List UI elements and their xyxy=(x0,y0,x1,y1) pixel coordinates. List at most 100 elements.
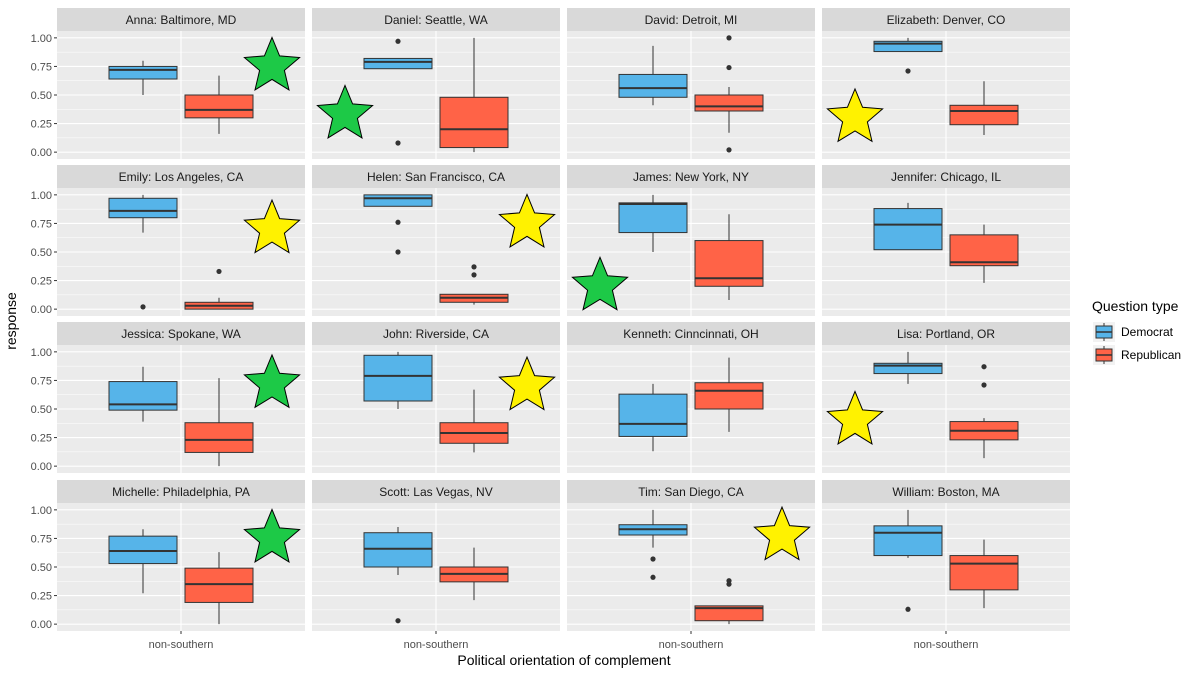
outlier-point xyxy=(981,382,987,388)
democrat-box xyxy=(873,208,943,251)
democrat-box xyxy=(873,525,943,557)
republican-box xyxy=(184,567,254,603)
democrat-box-group xyxy=(108,529,178,594)
facet-panel: Emily: Los Angeles, CA 0.00 0.25 0.50 0.75 1.… xyxy=(31,165,305,316)
facet-panel: William: Boston, MA non-southern xyxy=(822,480,1070,651)
facet-strip xyxy=(312,322,560,345)
democrat-box-group xyxy=(363,527,433,624)
facet-strip xyxy=(567,322,815,345)
republican-box-group xyxy=(694,35,764,153)
facet-strip xyxy=(312,165,560,188)
republican-box-group xyxy=(184,378,254,467)
legend-label-republican: Republican xyxy=(1121,348,1181,362)
democrat-box-group xyxy=(618,509,688,580)
republican-box xyxy=(949,555,1019,591)
y-tick-label: 1.00 xyxy=(31,505,52,517)
y-tick-label: 0.50 xyxy=(31,562,52,574)
legend-items: Democrat Republican xyxy=(1093,322,1181,365)
y-tick-label: 0.00 xyxy=(31,147,52,159)
outlier-point xyxy=(395,618,401,624)
y-tick-label: 0.00 xyxy=(31,461,52,473)
y-tick-label: 1.00 xyxy=(31,347,52,359)
republican-box xyxy=(694,605,764,622)
legend-title: Question type xyxy=(1092,298,1179,314)
facet-strip xyxy=(312,480,560,503)
facet-title: Jennifer: Chicago, IL xyxy=(891,170,1001,184)
democrat-box xyxy=(618,73,688,98)
outlier-point xyxy=(650,556,656,562)
democrat-box xyxy=(363,194,433,207)
democrat-box xyxy=(363,57,433,70)
y-tick-label: 0.75 xyxy=(31,218,52,230)
outlier-point xyxy=(726,147,732,153)
legend-key xyxy=(1093,322,1115,342)
green-star-marker xyxy=(316,84,374,139)
democrat-box xyxy=(618,393,688,437)
democrat-box-group xyxy=(873,509,943,612)
facet-title: Kenneth: Cinncinnati, OH xyxy=(623,327,758,341)
democrat-box-group xyxy=(873,202,943,251)
facet-title: Helen: San Francisco, CA xyxy=(367,170,505,184)
panels-layer: Anna: Baltimore, MD 0.00 0.25 0.50 0.75 1.00 D… xyxy=(31,8,1070,651)
democrat-box-group xyxy=(108,194,178,310)
facet-strip xyxy=(567,480,815,503)
outlier-point xyxy=(395,219,401,225)
facet-strip xyxy=(822,165,1070,188)
facet-panel: Jessica: Spokane, WA 0.00 0.25 0.50 0.75 1.00 xyxy=(31,322,305,473)
outlier-point xyxy=(395,140,401,146)
y-tick-label: 0.50 xyxy=(31,404,52,416)
facet-panel: Kenneth: Cinncinnati, OH xyxy=(567,322,815,473)
republican-box-group xyxy=(694,357,764,432)
republican-box xyxy=(184,422,254,453)
democrat-box xyxy=(108,197,178,219)
facet-title: Lisa: Portland, OR xyxy=(897,327,995,341)
green-star-marker xyxy=(243,36,301,91)
facet-strip xyxy=(567,8,815,31)
facet-title: Elizabeth: Denver, CO xyxy=(887,13,1006,27)
y-tick-label: 0.25 xyxy=(31,591,52,603)
legend: Question type Democrat Republican xyxy=(1092,298,1181,365)
yellow-star-marker xyxy=(753,505,811,561)
y-tick-label: 0.25 xyxy=(31,433,52,445)
democrat-box-group xyxy=(363,194,433,255)
outlier-point xyxy=(726,581,732,587)
republican-box xyxy=(184,94,254,119)
outlier-point xyxy=(471,272,477,278)
republican-box-group xyxy=(439,37,509,153)
republican-box-group xyxy=(439,389,509,453)
yellow-star-marker xyxy=(498,193,556,248)
republican-box-group xyxy=(439,264,509,305)
facet-title: Tim: San Diego, CA xyxy=(638,485,744,499)
y-tick-label: 0.75 xyxy=(31,375,52,387)
outlier-point xyxy=(216,268,222,275)
y-tick-label: 0.25 xyxy=(31,276,52,288)
facet-title: William: Boston, MA xyxy=(892,485,999,499)
republican-box xyxy=(949,234,1019,267)
republican-box xyxy=(439,96,509,149)
facet-panel: Lisa: Portland, OR xyxy=(822,322,1070,473)
facet-title: Anna: Baltimore, MD xyxy=(126,13,237,27)
y-tick-label: 0.00 xyxy=(31,619,52,631)
y-tick-label: 1.00 xyxy=(31,190,52,202)
facet-panel: Daniel: Seattle, WA xyxy=(312,8,560,159)
facet-panel: Elizabeth: Denver, CO xyxy=(822,8,1070,159)
facet-panel: Anna: Baltimore, MD 0.00 0.25 0.50 0.75 1.00 xyxy=(31,8,305,159)
y-tick-label: 0.00 xyxy=(31,304,52,316)
facet-title: John: Riverside, CA xyxy=(383,327,489,341)
democrat-box-group xyxy=(618,194,688,252)
facet-title: David: Detroit, MI xyxy=(645,13,738,27)
facet-panel: John: Riverside, CA xyxy=(312,322,560,473)
outlier-point xyxy=(726,64,732,71)
facet-strip xyxy=(312,8,560,31)
y-tick-label: 0.75 xyxy=(31,533,52,545)
legend-key xyxy=(1093,345,1115,365)
x-tick-label: non-southern xyxy=(149,639,214,651)
democrat-box xyxy=(108,535,178,565)
facet-strip xyxy=(567,165,815,188)
outlier-point xyxy=(905,68,911,74)
democrat-box xyxy=(873,362,943,375)
yellow-star-marker xyxy=(498,355,556,411)
democrat-box xyxy=(873,40,943,53)
